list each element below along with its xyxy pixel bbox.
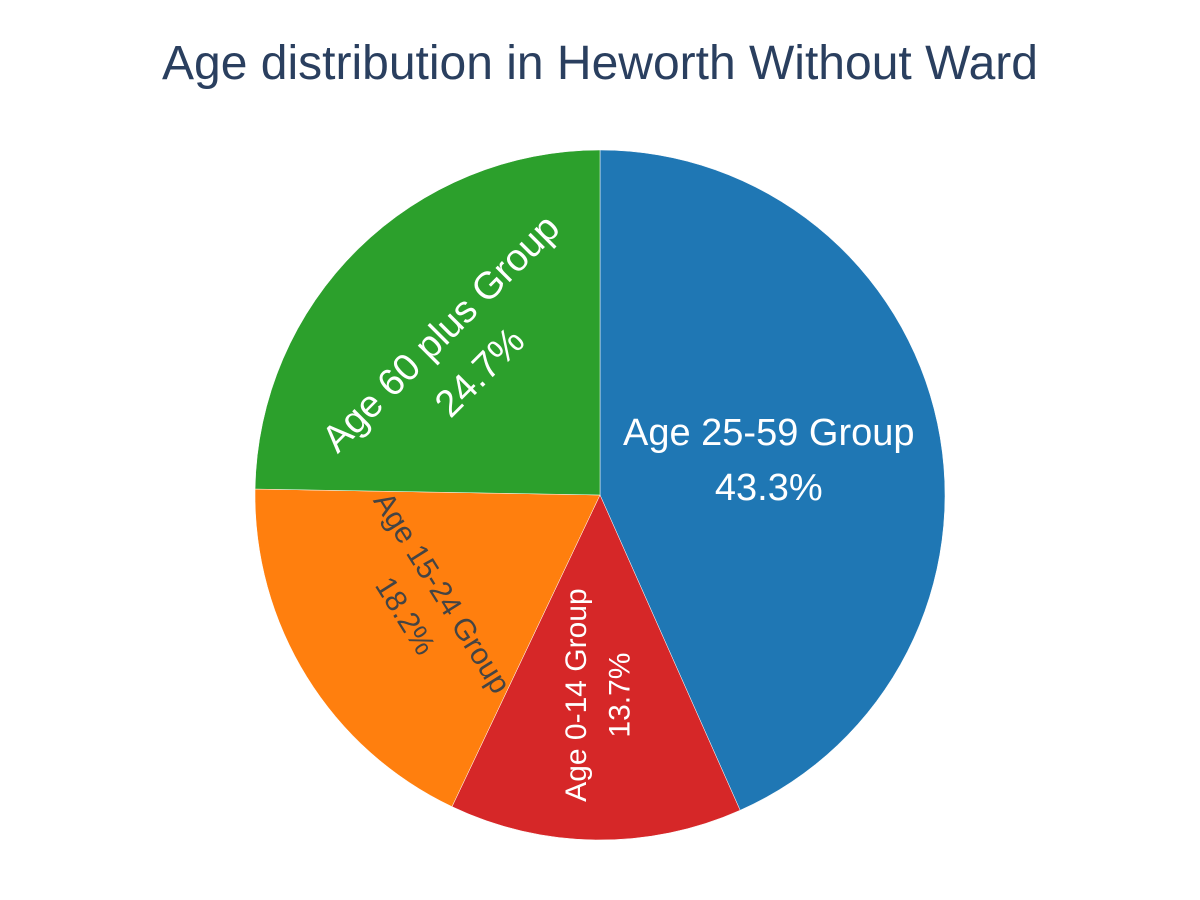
pie-slice-age-15-24-group (254, 488, 601, 807)
pie-slices (254, 149, 946, 841)
slice-label-group: Age 0-14 Group 13.7% (560, 588, 637, 801)
slice-percent-label: 43.3% (715, 467, 823, 509)
slice-category-label: Age 0-14 Group (560, 588, 593, 801)
chart-title: Age distribution in Heworth Without Ward (162, 37, 1038, 90)
slice-category-label: Age 25-59 Group (623, 412, 915, 454)
pie-slice-age-0-14-group (451, 494, 741, 841)
pie-slice-age-60-plus-group (254, 149, 601, 496)
slice-percent-label: 13.7% (604, 653, 637, 738)
pie-slice-age-25-59-group (599, 149, 946, 811)
slice-label-group: Age 25-59 Group 43.3% (623, 412, 915, 509)
